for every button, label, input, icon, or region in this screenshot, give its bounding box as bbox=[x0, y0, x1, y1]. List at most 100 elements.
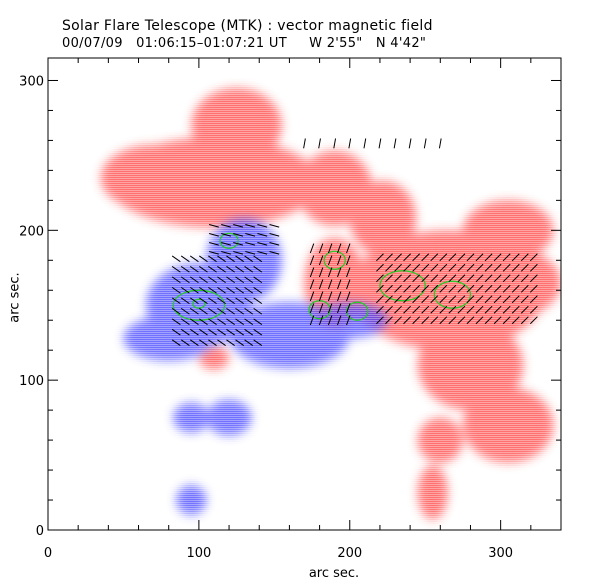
transverse-field-vector bbox=[199, 318, 208, 325]
transverse-field-vector bbox=[438, 138, 442, 149]
transverse-field-vector bbox=[180, 297, 190, 305]
transverse-field-vector bbox=[493, 253, 502, 262]
transverse-field-vector bbox=[327, 315, 333, 326]
transverse-field-vector bbox=[309, 267, 315, 278]
transverse-field-vector bbox=[337, 315, 342, 326]
transverse-field-vector bbox=[257, 251, 268, 255]
transverse-field-vector bbox=[318, 267, 324, 278]
transverse-field-vector bbox=[233, 233, 244, 237]
transverse-field-vector bbox=[217, 255, 226, 263]
transverse-field-vector bbox=[327, 243, 333, 254]
transverse-field-vector bbox=[403, 305, 411, 314]
transverse-field-vector bbox=[171, 307, 181, 315]
transverse-field-vector bbox=[502, 295, 511, 304]
transverse-field-vector bbox=[226, 265, 235, 273]
transverse-field-vector bbox=[439, 316, 448, 325]
transverse-field-vector bbox=[502, 274, 511, 283]
transverse-field-vector bbox=[171, 297, 181, 305]
transverse-field-vector bbox=[208, 297, 217, 305]
transverse-field-vector bbox=[466, 253, 475, 262]
transverse-field-vector bbox=[466, 263, 475, 272]
chart-subtitle: 00/07/09 01:06:15–01:07:21 UT W 2'55" N … bbox=[62, 36, 427, 51]
transverse-field-vector bbox=[226, 286, 235, 294]
transverse-field-vector bbox=[318, 291, 324, 302]
transverse-field-vector bbox=[394, 274, 402, 283]
transverse-field-vector bbox=[502, 316, 511, 325]
transverse-field-vector bbox=[403, 263, 411, 272]
transverse-field-vector bbox=[466, 284, 475, 293]
transverse-field-vector bbox=[484, 316, 493, 325]
transverse-field-vector bbox=[309, 243, 315, 254]
transverse-field-vector bbox=[502, 253, 511, 262]
transverse-field-vector bbox=[448, 295, 457, 304]
transverse-field-vector bbox=[475, 295, 484, 304]
transverse-field-vector bbox=[430, 274, 439, 283]
transverse-field-vector bbox=[208, 339, 217, 346]
transverse-field-vector bbox=[244, 318, 254, 325]
transverse-field-vector bbox=[209, 242, 219, 246]
transverse-field-vector bbox=[337, 291, 342, 302]
field-contour bbox=[379, 270, 426, 302]
transverse-field-vector bbox=[412, 253, 421, 262]
transverse-field-vector bbox=[337, 267, 342, 278]
transverse-field-vector bbox=[171, 286, 181, 294]
transverse-field-vector bbox=[253, 307, 263, 315]
transverse-field-vector bbox=[439, 274, 448, 283]
transverse-field-vector bbox=[233, 242, 244, 246]
transverse-field-vector bbox=[303, 138, 306, 149]
transverse-field-vector bbox=[253, 265, 263, 273]
transverse-field-vector bbox=[421, 274, 430, 283]
transverse-field-vector bbox=[475, 253, 484, 262]
transverse-field-vector bbox=[346, 243, 351, 254]
transverse-field-vector bbox=[189, 297, 199, 305]
transverse-field-vector bbox=[235, 307, 245, 315]
transverse-field-vector bbox=[511, 253, 520, 262]
transverse-field-vector bbox=[199, 328, 208, 336]
chart-title: Solar Flare Telescope (MTK) : vector mag… bbox=[62, 18, 433, 34]
transverse-field-vector bbox=[253, 286, 263, 294]
transverse-field-vector bbox=[511, 274, 520, 283]
transverse-field-vector bbox=[484, 253, 493, 262]
transverse-field-vector bbox=[403, 253, 411, 262]
transverse-field-vector bbox=[511, 295, 520, 304]
transverse-field-vector bbox=[466, 305, 475, 314]
transverse-field-vector bbox=[376, 295, 384, 304]
transverse-field-vector bbox=[502, 284, 511, 293]
y-tick-label: 300 bbox=[19, 74, 44, 89]
transverse-field-vector bbox=[346, 255, 351, 266]
transverse-field-vector bbox=[529, 263, 538, 272]
transverse-field-vector bbox=[385, 316, 393, 325]
transverse-field-vector bbox=[448, 253, 457, 262]
transverse-field-vector bbox=[226, 307, 235, 315]
transverse-field-vector bbox=[337, 255, 342, 266]
x-tick-label: 0 bbox=[44, 546, 52, 561]
transverse-field-vector bbox=[221, 242, 232, 246]
transverse-field-vector bbox=[493, 274, 502, 283]
transverse-field-vector bbox=[235, 328, 245, 336]
transverse-field-vector bbox=[403, 295, 411, 304]
x-axis-label-wrap: arc sec. bbox=[0, 566, 612, 581]
transverse-field-vector bbox=[245, 251, 256, 255]
transverse-field-vector bbox=[511, 284, 520, 293]
transverse-field-vector bbox=[318, 138, 321, 149]
transverse-field-vector bbox=[199, 339, 208, 346]
transverse-field-vector bbox=[189, 286, 199, 294]
transverse-field-vector bbox=[269, 242, 280, 246]
vector-layer bbox=[171, 138, 538, 346]
transverse-field-vector bbox=[235, 265, 245, 273]
transverse-field-vector bbox=[520, 274, 529, 283]
y-tick-label: 200 bbox=[19, 224, 44, 239]
transverse-field-vector bbox=[253, 297, 263, 305]
transverse-field-vector bbox=[244, 265, 254, 273]
transverse-field-vector bbox=[327, 291, 333, 302]
transverse-field-vector bbox=[529, 284, 538, 293]
transverse-field-vector bbox=[448, 263, 457, 272]
transverse-field-vector bbox=[171, 265, 181, 273]
transverse-field-vector bbox=[226, 339, 235, 346]
transverse-field-vector bbox=[208, 328, 217, 336]
transverse-field-vector bbox=[484, 305, 493, 314]
transverse-field-vector bbox=[376, 305, 384, 314]
transverse-field-vector bbox=[244, 286, 254, 294]
transverse-field-vector bbox=[457, 316, 466, 325]
transverse-field-vector bbox=[421, 284, 430, 293]
